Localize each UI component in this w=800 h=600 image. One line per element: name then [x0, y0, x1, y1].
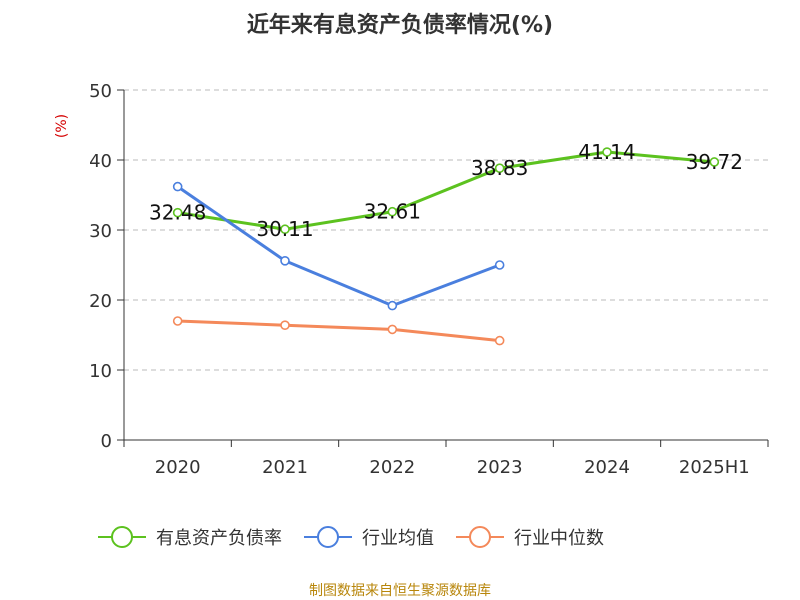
- legend-swatch-marker: [317, 526, 339, 548]
- data-point[interactable]: [387, 206, 398, 217]
- data-label: 32.61: [364, 200, 421, 224]
- data-labels: 32.48 30.11 32.61 38.83 41.14 39.72: [149, 140, 743, 241]
- source-note: 制图数据来自恒生聚源数据库: [309, 583, 491, 599]
- data-point[interactable]: [172, 181, 183, 192]
- chart-title: 近年来有息资产负债率情况(%): [247, 12, 553, 38]
- data-point[interactable]: [280, 320, 290, 331]
- data-point[interactable]: [494, 335, 505, 346]
- legend-swatch-marker: [469, 526, 491, 548]
- y-axis-label: (%): [54, 114, 70, 138]
- data-label: 30.11: [256, 217, 313, 241]
- x-tick-label: 2025H1: [679, 457, 750, 478]
- y-tick-label: 40: [89, 151, 112, 172]
- grid-lines: [124, 89, 768, 371]
- data-label: 39.72: [686, 150, 743, 174]
- data-point[interactable]: [602, 147, 612, 157]
- data-point[interactable]: [172, 316, 183, 326]
- data-point[interactable]: [280, 255, 290, 266]
- legend-label: 有息资产负债率: [156, 528, 282, 549]
- data-point[interactable]: [709, 157, 720, 167]
- legend: 有息资产负债率 行业均值 行业中位数: [98, 526, 604, 549]
- x-tick-label: 2023: [477, 457, 523, 478]
- x-tick-label: 2024: [584, 457, 630, 478]
- data-point[interactable]: [494, 260, 505, 270]
- legend-item-2[interactable]: 行业中位数: [456, 526, 604, 549]
- y-tick-label: 20: [89, 291, 112, 312]
- y-tick-label: 50: [89, 81, 112, 102]
- data-label: 38.83: [471, 156, 528, 180]
- y-tick-label: 30: [89, 221, 112, 242]
- legend-label: 行业中位数: [514, 528, 604, 549]
- x-tick-label: 2022: [369, 457, 415, 478]
- data-point[interactable]: [387, 300, 398, 311]
- series-line-2: [176, 319, 502, 343]
- data-point[interactable]: [494, 163, 505, 173]
- data-point[interactable]: [387, 324, 398, 335]
- x-tick-labels: 2020 2021 2022 2023 2024 2025H1: [155, 457, 750, 478]
- series-line-0: [176, 150, 716, 231]
- legend-label: 行业均值: [362, 528, 434, 549]
- data-point[interactable]: [280, 224, 290, 235]
- legend-item-0[interactable]: 有息资产负债率: [98, 526, 282, 549]
- y-tick-label: 10: [89, 361, 112, 382]
- x-tick-label: 2020: [155, 457, 201, 478]
- x-tick-label: 2021: [262, 457, 308, 478]
- series-lines: [172, 147, 720, 346]
- data-label: 32.48: [149, 201, 206, 225]
- data-label: 41.14: [578, 140, 635, 164]
- axes: [117, 89, 769, 447]
- legend-swatch-marker: [111, 526, 133, 548]
- y-tick-labels: 0 10 20 30 40 50: [89, 81, 112, 452]
- legend-item-1[interactable]: 行业均值: [304, 526, 434, 549]
- data-point[interactable]: [172, 207, 183, 218]
- series-line-1: [176, 185, 502, 308]
- y-tick-label: 0: [101, 431, 112, 452]
